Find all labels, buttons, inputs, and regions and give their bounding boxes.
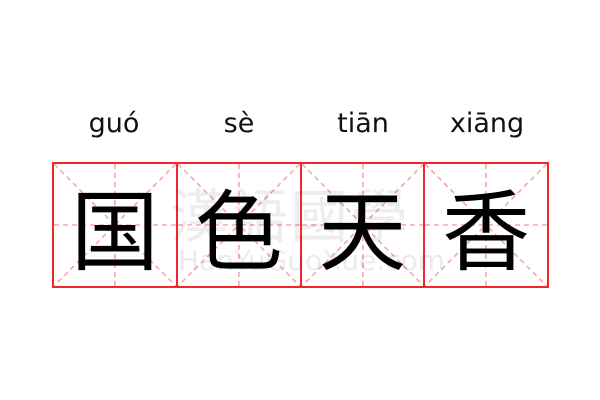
pinyin-3: tiān [337,108,389,139]
guide-line [178,164,300,286]
guide-lines [54,164,176,286]
guide-line [302,164,424,286]
watermark-latin: HanYuGuoXue.com [178,244,446,277]
guide-line [425,164,547,286]
guide-lines [178,164,300,286]
pinyin-4: xiāng [449,108,525,139]
grid-cell: 香 [425,164,547,286]
guide-lines [302,164,424,286]
watermark-chinese: 漢語國學 [170,183,411,251]
character-grid: 国 色 天 香 [52,162,549,288]
character-3: 天 [318,180,407,284]
character-4: 香 [442,180,531,284]
guide-line [178,164,300,286]
character-2: 色 [194,180,283,284]
guide-line [54,164,176,286]
guide-line [302,164,424,286]
pinyin-2: sè [223,108,255,139]
grid-cell: 国 [54,164,178,286]
grid-cell: 天 [302,164,426,286]
guide-line [425,164,547,286]
guide-line [54,164,176,286]
guide-lines [425,164,547,286]
grid-cell: 色 [178,164,302,286]
pinyin-1: guó [88,108,140,139]
character-1: 国 [70,180,159,284]
